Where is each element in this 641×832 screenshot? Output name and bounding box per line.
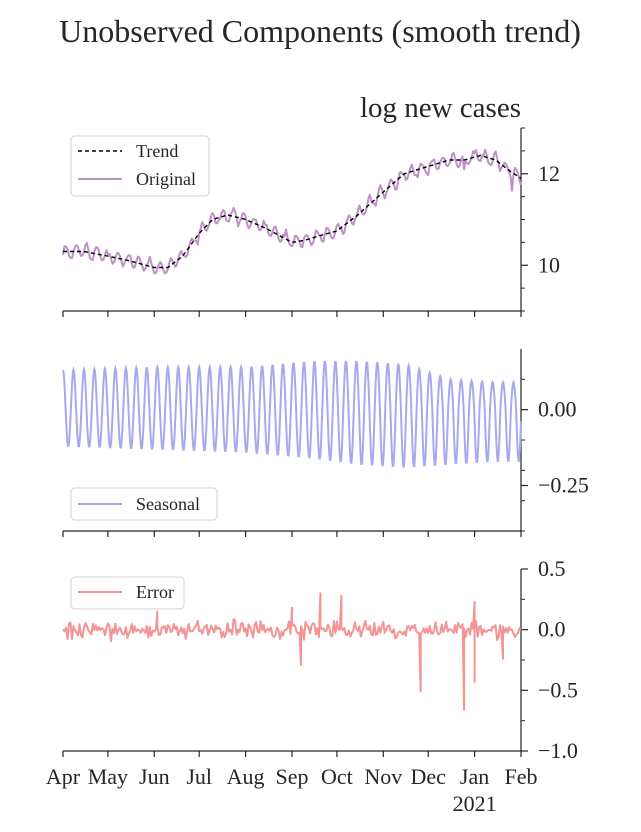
x-tick-label: Dec <box>410 764 446 789</box>
x-tick-label: Sep <box>276 764 309 789</box>
x-tick-label: Apr <box>46 764 81 789</box>
x-tick-label: May <box>88 764 128 789</box>
x-tick-label: Nov <box>364 764 402 789</box>
y-tick-label: 10 <box>538 252 560 277</box>
x-tick-label: Jul <box>186 764 212 789</box>
trend-panel: 10 12 Trend Original <box>62 127 560 317</box>
y-tick-label: −0.5 <box>538 677 578 702</box>
panel-title: log new cases <box>360 92 521 124</box>
x-tick-label: Jan <box>460 764 489 789</box>
y-tick-label: 0.5 <box>538 556 566 581</box>
x-tick-label: Feb <box>505 764 538 789</box>
legend-trend-label: Trend <box>136 141 178 161</box>
legend-box <box>70 576 185 610</box>
x-tick-label: Jun <box>139 764 170 789</box>
y-tick-label: −0.25 <box>538 473 589 498</box>
error-panel: 0.5 0.0 −0.5 −1.0 Error <box>62 556 578 763</box>
legend-seasonal-label: Seasonal <box>136 494 200 514</box>
figure-title: Unobserved Components (smooth trend) <box>59 13 581 49</box>
x-axis: Apr May Jun Jul Aug Sep Oct Nov Dec Jan Feb 2021 <box>46 764 538 816</box>
trend-series-line <box>63 154 522 269</box>
legend-original-label: Original <box>136 169 196 189</box>
original-series-line <box>62 148 522 275</box>
x-tick-label: Oct <box>321 764 353 789</box>
y-tick-label: 12 <box>538 161 560 186</box>
legend-error-label: Error <box>136 582 174 602</box>
x-tick-label: Aug <box>227 764 265 789</box>
legend-box <box>70 487 218 521</box>
y-tick-label: −1.0 <box>538 738 578 763</box>
y-tick-label: 0.00 <box>538 397 577 422</box>
seasonal-series-line <box>62 360 522 468</box>
x-year-label: 2021 <box>453 791 497 816</box>
legend-box <box>70 135 210 197</box>
y-tick-label: 0.0 <box>538 617 566 642</box>
seasonal-panel: 0.00 −0.25 Seasonal <box>62 349 589 537</box>
error-series-line <box>62 592 522 711</box>
